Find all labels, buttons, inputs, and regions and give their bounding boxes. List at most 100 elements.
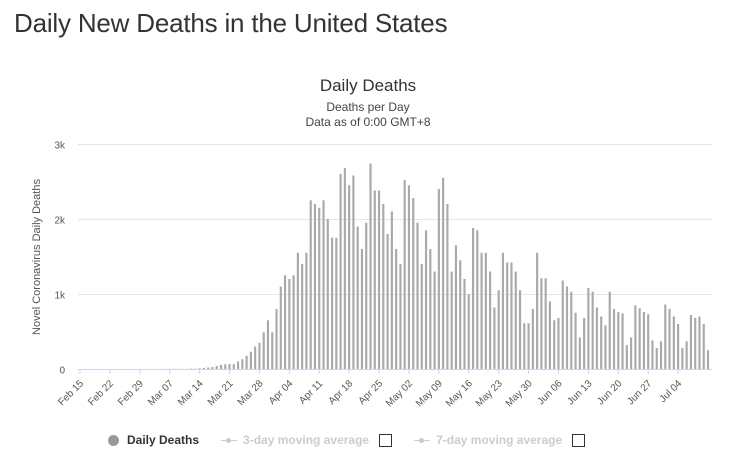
bar[interactable] (386, 234, 389, 369)
bar[interactable] (211, 367, 214, 370)
bar[interactable] (518, 290, 522, 369)
bar[interactable] (360, 249, 364, 369)
bar[interactable] (651, 340, 654, 370)
bar[interactable] (258, 342, 261, 369)
bar[interactable] (655, 348, 658, 369)
bar[interactable] (232, 364, 235, 370)
bar[interactable] (207, 367, 210, 370)
bar[interactable] (459, 260, 462, 369)
bar[interactable] (296, 252, 299, 369)
bar[interactable] (514, 271, 517, 370)
bar[interactable] (612, 309, 616, 369)
bar[interactable] (527, 323, 530, 369)
bar[interactable] (702, 324, 705, 369)
bar[interactable] (215, 366, 218, 369)
bar[interactable] (565, 286, 569, 370)
bar[interactable] (630, 337, 633, 370)
bar[interactable] (536, 252, 539, 369)
bar[interactable] (587, 288, 590, 369)
bar[interactable] (668, 309, 671, 369)
legend-item-daily-deaths[interactable]: Daily Deaths (108, 433, 199, 447)
bar[interactable] (266, 320, 270, 369)
checkbox-7-day-average[interactable] (572, 433, 586, 447)
bar[interactable] (348, 185, 351, 369)
bar[interactable] (706, 350, 710, 369)
bar[interactable] (497, 290, 500, 369)
bar[interactable] (292, 275, 295, 369)
bar[interactable] (330, 237, 334, 369)
bar[interactable] (322, 200, 325, 369)
bar[interactable] (433, 271, 436, 370)
bar[interactable] (224, 364, 227, 369)
bar[interactable] (283, 275, 287, 369)
bar[interactable] (523, 323, 526, 369)
bar[interactable] (416, 222, 419, 369)
bar[interactable] (583, 318, 586, 369)
bar[interactable] (437, 189, 440, 369)
bar[interactable] (249, 351, 252, 369)
legend-item-7-day-average[interactable]: 7-day moving average (414, 433, 586, 447)
bar[interactable] (373, 190, 376, 370)
bar[interactable] (506, 262, 509, 370)
bar[interactable] (279, 286, 282, 370)
bar[interactable] (480, 252, 483, 369)
bar[interactable] (442, 177, 445, 369)
bar[interactable] (578, 337, 581, 370)
bar[interactable] (664, 304, 667, 370)
bar[interactable] (493, 307, 496, 370)
bar[interactable] (377, 190, 381, 370)
checkbox-3-day-average[interactable] (379, 433, 393, 447)
bar[interactable] (677, 324, 680, 369)
bar[interactable] (574, 312, 577, 369)
bar[interactable] (600, 316, 603, 370)
bar[interactable] (647, 314, 650, 369)
bar[interactable] (463, 279, 466, 369)
bar[interactable] (557, 318, 560, 369)
bar[interactable] (570, 291, 573, 369)
bar[interactable] (446, 204, 449, 369)
bar[interactable] (228, 363, 231, 369)
bar[interactable] (356, 226, 359, 370)
bar[interactable] (241, 359, 244, 369)
bar[interactable] (339, 174, 342, 369)
bar[interactable] (604, 325, 607, 370)
bar[interactable] (352, 175, 355, 370)
bar[interactable] (429, 249, 432, 369)
bar[interactable] (689, 315, 692, 369)
bar[interactable] (467, 294, 470, 369)
bar[interactable] (548, 301, 551, 370)
bar[interactable] (698, 316, 701, 370)
bar[interactable] (395, 249, 398, 369)
bar[interactable] (681, 348, 684, 369)
bar[interactable] (694, 318, 697, 369)
legend-item-3-day-average[interactable]: 3-day moving average (221, 433, 393, 447)
bar[interactable] (510, 262, 513, 370)
bar[interactable] (245, 355, 248, 370)
bar[interactable] (634, 305, 637, 369)
bar[interactable] (412, 198, 415, 369)
bar[interactable] (484, 252, 487, 369)
bar[interactable] (621, 313, 624, 370)
bar[interactable] (271, 332, 274, 369)
bar[interactable] (343, 168, 346, 369)
bar[interactable] (424, 230, 428, 369)
bar[interactable] (540, 278, 543, 369)
bar[interactable] (382, 204, 385, 369)
bar[interactable] (659, 341, 663, 369)
bar[interactable] (454, 245, 458, 369)
bar[interactable] (335, 237, 338, 369)
bar[interactable] (595, 307, 598, 370)
bar[interactable] (685, 341, 688, 369)
bar[interactable] (275, 309, 278, 369)
bar[interactable] (399, 264, 402, 369)
bar[interactable] (638, 308, 641, 369)
bar[interactable] (237, 361, 240, 370)
bar[interactable] (625, 345, 628, 369)
bar[interactable] (288, 279, 291, 369)
bar[interactable] (420, 264, 423, 369)
bar[interactable] (198, 368, 201, 369)
bar[interactable] (318, 207, 321, 369)
bar[interactable] (301, 264, 304, 369)
bar[interactable] (489, 271, 492, 370)
bar[interactable] (553, 320, 556, 369)
